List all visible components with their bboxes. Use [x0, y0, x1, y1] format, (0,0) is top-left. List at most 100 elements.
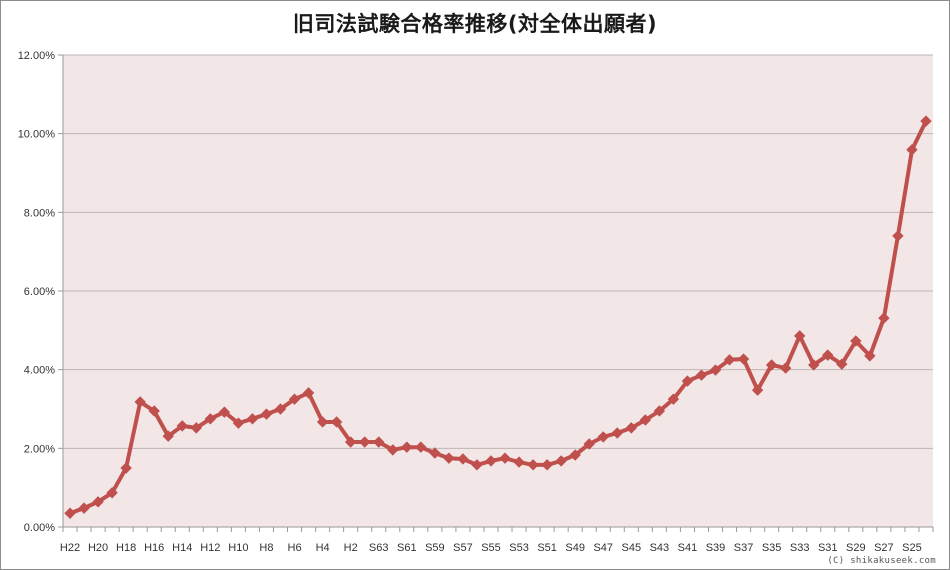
x-tick-label: S53 [509, 542, 529, 554]
x-tick-label: S43 [650, 542, 670, 554]
diamond-marker [64, 507, 76, 519]
y-axis: 0.00% 2.00% 4.00% 6.00% 8.00% 10.00% 12.00% [18, 50, 64, 534]
x-tick-label: S47 [593, 542, 613, 554]
x-tick-label: H10 [228, 542, 248, 554]
diamond-marker [892, 230, 904, 242]
x-tick-label: S55 [481, 542, 501, 554]
x-tick-label: H2 [344, 542, 358, 554]
diamond-marker [457, 453, 469, 465]
x-tick-label: S27 [874, 542, 894, 554]
diamond-marker [316, 416, 329, 428]
diamond-marker [471, 459, 483, 471]
y-tick-label: 4.00% [24, 365, 55, 377]
diamond-marker [387, 444, 399, 456]
x-tick-label: S41 [678, 542, 698, 554]
diamond-marker [204, 413, 217, 425]
diamond-marker [751, 384, 764, 396]
diamond-marker [709, 364, 722, 376]
diamond-marker [737, 353, 750, 365]
y-tick-label: 6.00% [24, 286, 55, 298]
diamond-marker [120, 462, 132, 474]
diamond-marker [415, 441, 427, 453]
x-tick-label: S25 [902, 542, 922, 554]
chart-title: 旧司法試験合格率推移(対全体出願者) [292, 12, 658, 36]
diamond-marker [569, 449, 581, 461]
diamond-marker [330, 416, 343, 428]
diamond-marker [597, 431, 609, 443]
x-tick-label: H16 [144, 542, 164, 554]
diamond-marker [836, 358, 848, 370]
diamond-marker [78, 502, 90, 514]
y-tick-label: 10.00% [18, 129, 56, 141]
y-tick-label: 8.00% [24, 207, 55, 219]
diamond-marker [625, 422, 638, 434]
x-tick-label: S45 [622, 542, 642, 554]
x-tick-label: S31 [818, 542, 838, 554]
diamond-marker [779, 362, 792, 374]
diamond-marker [850, 335, 862, 347]
diamond-marker [443, 452, 455, 464]
diamond-marker [681, 375, 694, 387]
diamond-marker [667, 393, 680, 405]
diamond-marker [793, 330, 806, 342]
x-tick-label: S49 [565, 542, 585, 554]
diamond-marker [92, 496, 104, 508]
diamond-marker [695, 369, 708, 381]
diamond-marker [288, 393, 301, 405]
x-tick-label: H4 [316, 542, 330, 554]
diamond-marker [274, 403, 287, 415]
y-tick-label: 0.00% [24, 522, 55, 534]
diamond-marker [878, 312, 890, 324]
diamond-marker [260, 408, 273, 420]
x-tick-label: H14 [172, 542, 192, 554]
diamond-marker [106, 487, 118, 499]
gridlines [63, 54, 933, 449]
x-tick-label: S33 [790, 542, 810, 554]
x-tick-label: S59 [425, 542, 445, 554]
diamond-marker [148, 405, 160, 417]
diamond-marker [527, 459, 539, 471]
diamond-marker [232, 417, 245, 429]
x-tick-label: S37 [734, 542, 754, 554]
diamond-marker [429, 447, 441, 459]
x-tick-label: H6 [288, 542, 302, 554]
data-series [64, 115, 932, 519]
diamond-marker [822, 349, 834, 361]
diamond-marker [246, 413, 259, 425]
x-axis: H22 H20 H18 H16 H14 H12 H10 H8 H6 H4 H2 S63 S61 S59 S5… [60, 526, 934, 554]
diamond-marker [639, 414, 652, 426]
diamond-marker [401, 441, 413, 453]
diamond-marker [808, 359, 820, 371]
x-tick-label: H12 [200, 542, 220, 554]
diamond-marker [499, 452, 511, 464]
diamond-marker [218, 406, 231, 418]
diamond-marker [864, 350, 876, 362]
y-tick-label: 12.00% [18, 50, 56, 62]
diamond-marker [583, 438, 595, 450]
diamond-marker [162, 430, 174, 442]
x-tick-label: S29 [846, 542, 866, 554]
diamond-marker [765, 359, 778, 371]
x-tick-label: S39 [706, 542, 726, 554]
diamond-marker [906, 144, 918, 156]
x-tick-label: S57 [453, 542, 473, 554]
diamond-marker [485, 455, 497, 467]
x-tick-label: H8 [259, 542, 273, 554]
diamond-marker [190, 422, 203, 434]
diamond-marker [134, 396, 146, 408]
x-tick-label: H20 [88, 542, 108, 554]
diamond-marker [653, 405, 666, 417]
diamond-marker [302, 387, 315, 399]
diamond-marker [344, 436, 357, 448]
diamond-marker [176, 420, 188, 432]
x-tick-label: H18 [116, 542, 136, 554]
y-tick-label: 2.00% [24, 443, 55, 455]
diamond-marker [555, 455, 567, 467]
x-tick-label: H22 [60, 542, 80, 554]
x-tick-label: S51 [537, 542, 557, 554]
diamond-marker [723, 354, 736, 366]
diamond-marker [358, 436, 371, 448]
x-tick-label: S61 [397, 542, 417, 554]
copyright-text: (C) shikakuseek.com [827, 556, 936, 566]
